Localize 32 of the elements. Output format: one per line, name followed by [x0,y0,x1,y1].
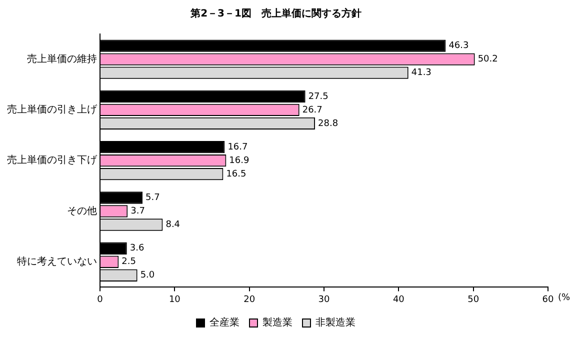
chart-title: 第2－3－1図 売上単価に関する方針 [190,8,362,20]
data-label: 3.6 [130,244,144,254]
y-tick-label: 売上単価の引き上げ [7,104,98,116]
x-tick-label: 20 [244,294,256,305]
data-label: 16.5 [226,169,246,180]
data-label: 8.4 [166,220,180,230]
data-label: 46.3 [448,41,469,52]
data-label: 28.8 [318,118,338,129]
data-label: 41.3 [411,68,432,78]
y-tick-label: 売上単価の引き下げ [7,154,98,166]
data-label: 3.7 [130,206,145,217]
y-tick-label: 特に考えていない [17,255,97,268]
legend-label: 製造業 [262,316,292,329]
data-label: 50.2 [478,54,498,65]
x-tick-label: 40 [392,294,405,305]
x-tick-label: 10 [168,294,181,305]
data-label: 16.9 [229,156,250,166]
x-tick-label: 50 [468,294,480,305]
y-tick-label: 売上単価の維持 [27,52,97,65]
data-label: 26.7 [302,105,322,116]
x-tick-label: 30 [318,294,330,305]
data-label: 2.5 [122,257,136,268]
x-tick-label: 0 [97,294,104,305]
data-label: 5.7 [146,193,160,204]
y-tick-label: その他 [67,204,97,217]
data-label: 16.7 [228,142,248,152]
data-label: 5.0 [140,270,155,281]
legend-label: 非製造業 [316,316,356,329]
x-axis-title: (% [558,293,571,304]
data-label: 27.5 [308,92,328,102]
legend-label: 全産業 [210,316,240,329]
x-tick-label: 60 [542,294,554,305]
